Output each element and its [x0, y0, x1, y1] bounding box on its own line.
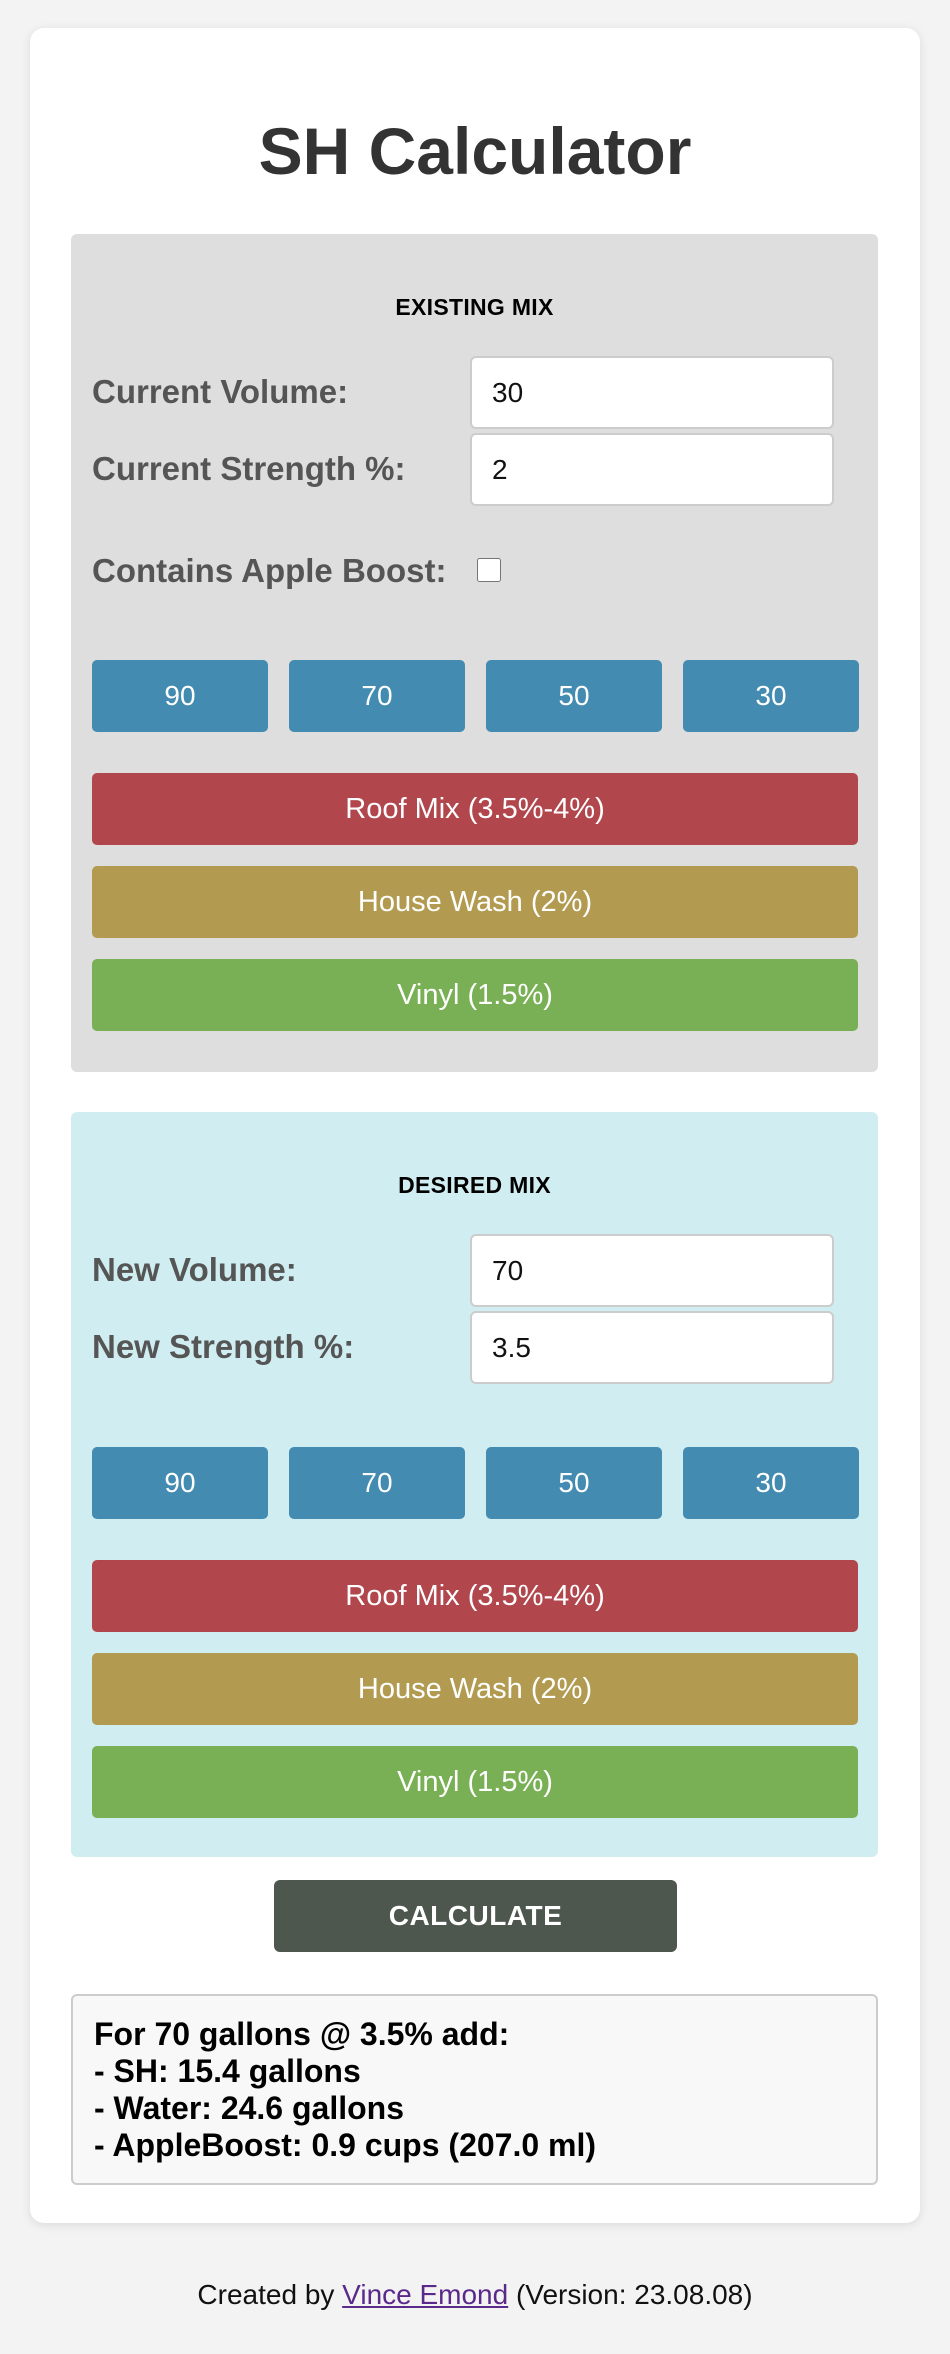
- desired-mix-heading: DESIRED MIX: [398, 1172, 551, 1198]
- existing-mix-panel: EXISTING MIX Current Volume: Current Str…: [71, 234, 878, 1072]
- apple-boost-checkbox[interactable]: [477, 558, 501, 582]
- desired-volume-preset-90[interactable]: 90: [92, 1447, 268, 1519]
- current-strength-input[interactable]: [470, 433, 834, 506]
- desired-volume-preset-30[interactable]: 30: [683, 1447, 859, 1519]
- result-box: For 70 gallons @ 3.5% add: - SH: 15.4 ga…: [71, 1994, 878, 2185]
- existing-volume-preset-30[interactable]: 30: [683, 660, 859, 732]
- result-summary: For 70 gallons @ 3.5% add:: [94, 2016, 510, 2052]
- footer-prefix: Created by: [197, 2279, 343, 2310]
- new-volume-input[interactable]: [470, 1234, 834, 1307]
- existing-vinyl-button[interactable]: Vinyl (1.5%): [92, 959, 858, 1031]
- author-link[interactable]: Vince Emond: [342, 2279, 509, 2310]
- result-water-amount: - Water: 24.6 gallons: [94, 2090, 404, 2126]
- page-title: SH Calculator: [258, 114, 692, 188]
- new-volume-label: New Volume:: [92, 1251, 297, 1288]
- new-strength-input[interactable]: [470, 1311, 834, 1384]
- result-sh-amount: - SH: 15.4 gallons: [94, 2053, 361, 2089]
- desired-roof-mix-button[interactable]: Roof Mix (3.5%-4%): [92, 1560, 858, 1632]
- existing-mix-heading: EXISTING MIX: [395, 294, 554, 320]
- current-volume-label: Current Volume:: [92, 373, 349, 410]
- desired-mix-panel: DESIRED MIX New Volume: New Strength %: …: [71, 1112, 878, 1857]
- result-appleboost-amount: - AppleBoost: 0.9 cups (207.0 ml): [94, 2127, 597, 2163]
- existing-volume-preset-70[interactable]: 70: [289, 660, 465, 732]
- desired-volume-preset-50[interactable]: 50: [486, 1447, 662, 1519]
- apple-boost-label: Contains Apple Boost:: [92, 552, 447, 589]
- current-volume-input[interactable]: [470, 356, 834, 429]
- calculate-button[interactable]: CALCULATE: [274, 1880, 677, 1952]
- existing-volume-preset-50[interactable]: 50: [486, 660, 662, 732]
- current-strength-label: Current Strength %:: [92, 450, 406, 487]
- desired-vinyl-button[interactable]: Vinyl (1.5%): [92, 1746, 858, 1818]
- desired-volume-preset-70[interactable]: 70: [289, 1447, 465, 1519]
- footer-version: (Version: 23.08.08): [508, 2279, 753, 2310]
- existing-roof-mix-button[interactable]: Roof Mix (3.5%-4%): [92, 773, 858, 845]
- desired-house-wash-button[interactable]: House Wash (2%): [92, 1653, 858, 1725]
- new-strength-label: New Strength %:: [92, 1328, 355, 1365]
- existing-volume-preset-90[interactable]: 90: [92, 660, 268, 732]
- existing-house-wash-button[interactable]: House Wash (2%): [92, 866, 858, 938]
- footer: Created by Vince Emond (Version: 23.08.0…: [0, 2279, 950, 2311]
